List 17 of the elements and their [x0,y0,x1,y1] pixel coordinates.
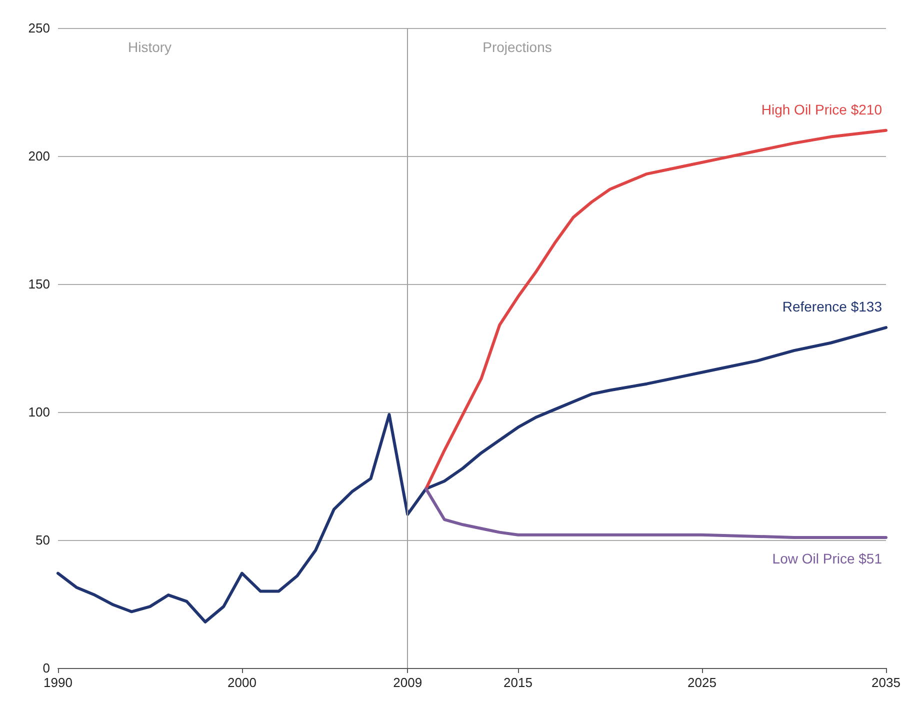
x-tick-label: 2000 [228,675,256,690]
y-tick-label: 150 [28,276,50,292]
x-tick-label: 1990 [44,675,72,690]
annotation: High Oil Price $210 [761,101,882,118]
y-tick-label: 250 [28,20,50,36]
y-tick-label: 0 [42,660,50,676]
annotation: Low Oil Price $51 [772,550,882,566]
annotation: History [128,39,172,55]
x-tick-label: 2025 [688,675,716,690]
x-tick-label: 2015 [504,675,532,690]
y-tick-label: 200 [28,148,50,164]
y-tick-label: 50 [36,532,50,548]
annotation: Reference $133 [782,298,882,315]
x-tick-label: 2035 [872,675,900,690]
annotation: Projections [482,39,552,55]
x-tick-label: 2009 [393,675,422,690]
y-tick-label: 100 [28,404,50,420]
